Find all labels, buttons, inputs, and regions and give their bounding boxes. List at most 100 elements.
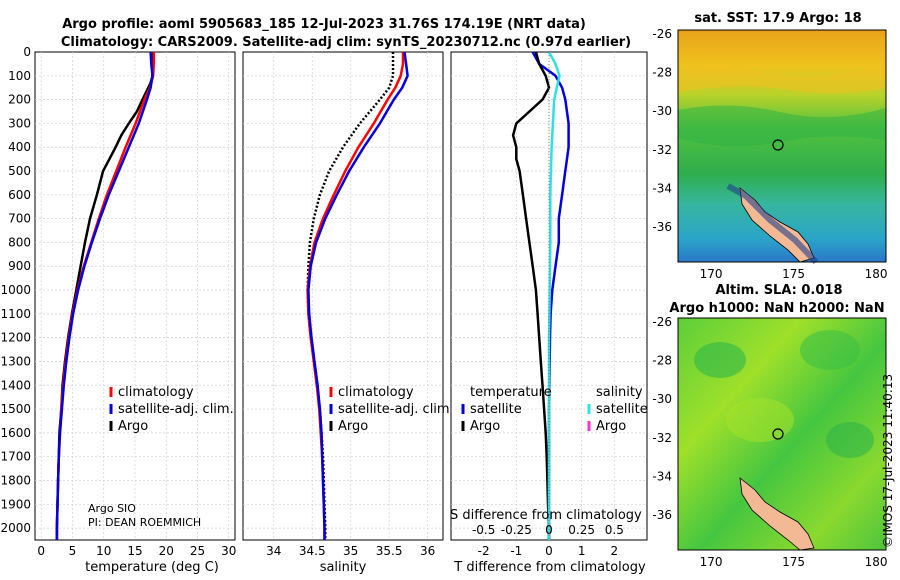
legend-climatology-label: climatology — [118, 385, 194, 400]
sla-blob — [826, 422, 874, 458]
temperature-xlabel: temperature (deg C) — [85, 560, 219, 575]
y-tick-label: 1500 — [0, 402, 31, 416]
legend-climatology-label: climatology — [338, 385, 414, 400]
salinity-panel: 34 34.5 35 35.5 36 salinity climatology sate… — [242, 51, 454, 575]
x-tick-label-salinity: 0.25 — [568, 523, 595, 537]
y-tick-label: 1600 — [0, 426, 31, 440]
series-line-satellite-adj-clim- — [55, 52, 154, 540]
map-lon-tick: 170 — [700, 555, 723, 569]
salinity-legend: climatology satellite-adj. clim. Argo — [329, 385, 454, 434]
x-tick-label: 25 — [190, 544, 205, 558]
x-tick-label: 34 — [266, 544, 281, 558]
map-lon-tick: 180 — [865, 555, 888, 569]
sst-mid-band — [678, 105, 886, 147]
y-tick-label: 600 — [8, 188, 31, 202]
y-tick-label: 200 — [8, 93, 31, 107]
y-tick-label: 900 — [8, 259, 31, 273]
credit-argo: Argo SIO — [88, 502, 136, 515]
y-tick-label: 1900 — [0, 497, 31, 511]
y-tick-label: 100 — [8, 69, 31, 83]
x-tick-label: 35.5 — [376, 544, 403, 558]
y-tick-label: 1100 — [0, 307, 31, 321]
y-tick-label: 1300 — [0, 354, 31, 368]
y-tick-label: 1000 — [0, 283, 31, 297]
map-lat-tick: -28 — [652, 354, 672, 368]
sla-land-newzealand — [739, 477, 815, 551]
map-lat-tick: -34 — [652, 182, 672, 196]
x-tick-label: -1 — [510, 544, 522, 558]
map-lat-tick: -32 — [652, 143, 672, 157]
legend-argo-label: Argo — [118, 419, 148, 434]
y-tick-label: 800 — [8, 235, 31, 249]
sst-warm-band — [678, 65, 886, 94]
map-lat-tick: -30 — [652, 392, 672, 406]
x-tick-label: 35 — [343, 544, 358, 558]
series-line-satellite-adj-clim- — [307, 52, 409, 540]
sla-map: Altim. SLA: 0.018 Argo h1000: NaN h2000:… — [652, 283, 887, 569]
map-lon-tick: 175 — [782, 555, 805, 569]
legend-salinity-header: salinity — [596, 385, 643, 400]
x-tick-label: 0 — [545, 544, 553, 558]
map-lon-tick: 175 — [782, 267, 805, 281]
x-tick-label: 36 — [420, 544, 435, 558]
y-tick-label: 1400 — [0, 378, 31, 392]
x-tick-label: 15 — [127, 544, 142, 558]
difference-panel: -2 -1 0 1 2 -0.5 -0.25 0 0.25 0.5 T difference f… — [450, 51, 648, 575]
map-lat-tick: -36 — [652, 508, 672, 522]
y-tick-label: 0 — [23, 45, 31, 59]
sst-map-title: sat. SST: 17.9 Argo: 18 — [694, 11, 861, 26]
x-tick-label-salinity: -0.5 — [472, 523, 495, 537]
x-tick-label: 30 — [221, 544, 236, 558]
map-lon-tick: 170 — [700, 267, 723, 281]
sla-argo-location-marker — [772, 428, 784, 440]
difference-xlabel: T difference from climatology — [453, 560, 646, 575]
temperature-panel: 0 5 10 15 20 25 30 0 100 200 300 400 500 600 700 800 90… — [0, 45, 236, 575]
x-tick-label: 0 — [37, 544, 45, 558]
sst-shelf — [726, 183, 819, 265]
difference-legend-temperature: temperature satellite Argo — [461, 385, 552, 434]
map-lat-tick: -34 — [652, 470, 672, 484]
series-line-t-argo — [511, 52, 551, 540]
legend-satellite-label: satellite-adj. clim. — [338, 402, 454, 417]
sla-map-title2: Argo h1000: NaN h2000: NaN — [669, 301, 884, 316]
y-tick-label: 1800 — [0, 473, 31, 487]
credit-pi: PI: DEAN ROEMMICH — [88, 516, 201, 529]
temperature-legend: climatology satellite-adj. clim. Argo — [109, 385, 234, 434]
legend-satellite-label: satellite-adj. clim. — [118, 402, 234, 417]
sla-blob — [726, 398, 794, 442]
legend-t-satellite-label: satellite — [470, 402, 522, 417]
x-tick-label: 34.5 — [299, 544, 326, 558]
y-tick-label: 1700 — [0, 450, 31, 464]
x-tick-label-salinity: 0 — [545, 523, 553, 537]
legend-t-argo-label: Argo — [470, 419, 500, 434]
map-lat-tick: -26 — [652, 315, 672, 329]
salinity-axes-frame — [242, 51, 444, 541]
y-tick-label: 1200 — [0, 331, 31, 345]
y-tick-label: 400 — [8, 140, 31, 154]
x-tick-label-salinity: -0.25 — [501, 523, 532, 537]
x-tick-label-salinity: 0.5 — [605, 523, 624, 537]
map-lat-tick: -30 — [652, 104, 672, 118]
y-tick-label: 2000 — [0, 521, 31, 535]
y-tick-label: 700 — [8, 212, 31, 226]
sst-argo-location-marker — [772, 139, 784, 151]
x-tick-label: -2 — [478, 544, 490, 558]
difference-legend-salinity: salinity satellite Argo — [587, 385, 648, 434]
sla-blob — [694, 342, 746, 378]
watermark: ©IMOS 17-Jul-2023 11:40:13 — [881, 374, 895, 548]
figure-title-line2: Climatology: CARS2009. Satellite-adj cli… — [61, 35, 631, 50]
figure-title-line1: Argo profile: aoml 5905683_185 12-Jul-20… — [62, 17, 586, 32]
y-tick-label: 300 — [8, 116, 31, 130]
x-tick-label: 5 — [69, 544, 77, 558]
map-lon-tick: 180 — [865, 267, 888, 281]
x-tick-label: 1 — [578, 544, 586, 558]
x-tick-label: 10 — [96, 544, 111, 558]
salinity-xlabel: salinity — [320, 560, 367, 575]
legend-s-argo-label: Argo — [596, 419, 626, 434]
y-tick-label: 500 — [8, 164, 31, 178]
sst-map: sat. SST: 17.9 Argo: 18 -26 -28 -30 -32 -34 -… — [652, 11, 887, 281]
map-lat-tick: -26 — [652, 27, 672, 41]
legend-temperature-header: temperature — [470, 385, 552, 400]
sla-map-title1: Altim. SLA: 0.018 — [716, 283, 843, 298]
